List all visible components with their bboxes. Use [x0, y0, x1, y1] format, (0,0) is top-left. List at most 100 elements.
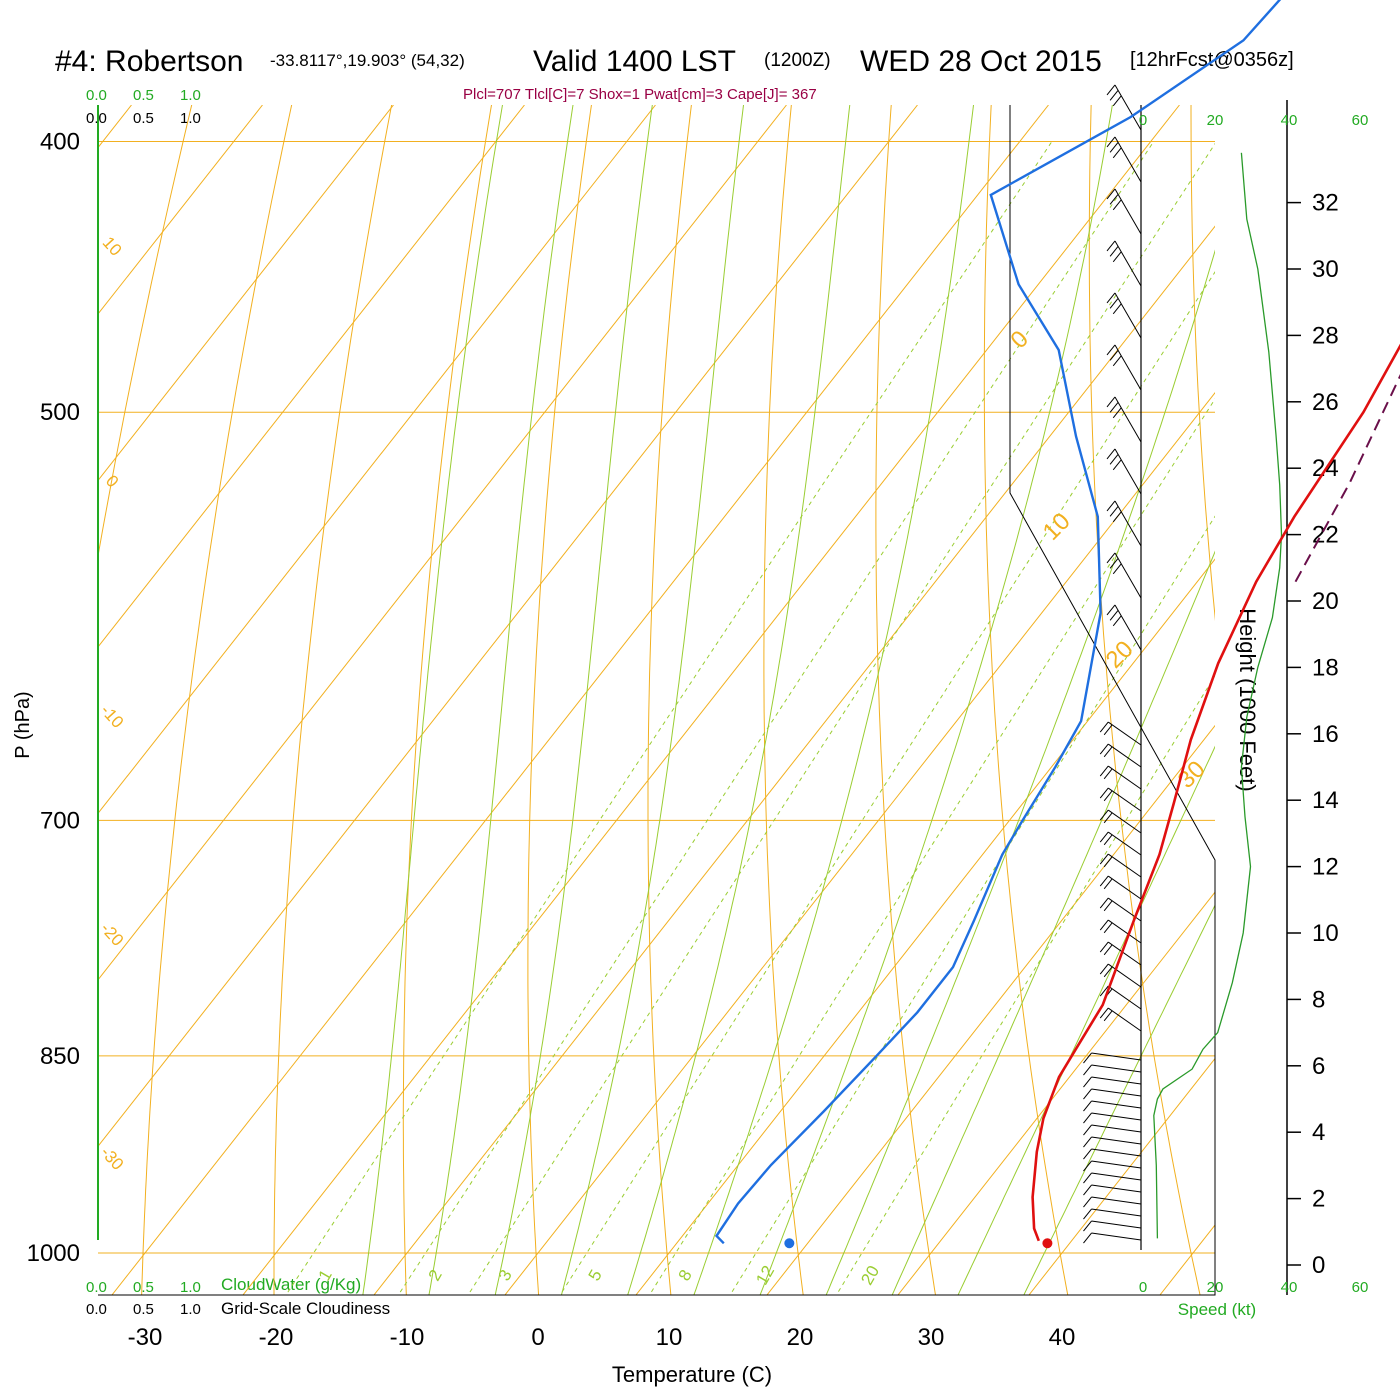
wind-barb [1106, 344, 1142, 391]
wind-barb [1083, 1136, 1142, 1148]
cloud-scale-tick: 1.0 [180, 110, 201, 127]
dry-adiabat-line [141, 105, 293, 1295]
wind-barb [1106, 84, 1142, 131]
speed-tick: 40 [1281, 1279, 1298, 1296]
height-tick-label: 8 [1312, 986, 1325, 1013]
pressure-axis: 250 300 400 500 700 850 1000 [27, 129, 80, 1267]
cloud-scale-top-green: 0.0 0.5 1.0 [86, 87, 201, 104]
dry-adiabat-line [647, 105, 692, 1295]
cloudwater-label: CloudWater (g/Kg) [221, 1275, 361, 1294]
station-title: #4: Robertson [55, 45, 243, 78]
wind-barb [1099, 919, 1142, 944]
mixing-ratio-line [835, 674, 1215, 1295]
moist-adiabat-line [1023, 904, 1215, 1295]
plot-frame [98, 105, 1216, 1296]
height-tick-label: 20 [1312, 588, 1339, 615]
temperature-tick-label: 30 [918, 1324, 945, 1351]
valid-date: WED 28 Oct 2015 [860, 45, 1102, 78]
dry-adiabat-line [875, 105, 936, 1295]
mixing-ratio-line [648, 398, 1215, 1295]
height-tick-label: 10 [1312, 920, 1339, 947]
dry-adiabat-line [983, 105, 1069, 1295]
cloud-scale-tick: 1.0 [180, 1301, 201, 1318]
wind-barb [1099, 765, 1142, 790]
cloud-scale-tick: 0.0 [86, 110, 107, 127]
wind-barb [1083, 1232, 1142, 1244]
wind-barb [1099, 875, 1142, 900]
cloud-scale-tick: 1.0 [180, 87, 201, 104]
height-tick-label: 30 [1312, 256, 1339, 283]
dry-adiabat-line [402, 105, 493, 1295]
wind-barb [1083, 1052, 1142, 1064]
wind-speed-scale-bottom: 0 20 40 60 Speed (kt) [1139, 1279, 1369, 1319]
cloud-scale-tick: 0.5 [133, 87, 154, 104]
height-tick-label: 0 [1312, 1252, 1325, 1279]
wind-barb [1106, 188, 1142, 235]
cloudiness-label: Grid-Scale Cloudiness [221, 1299, 390, 1318]
speed-tick: 0 [1139, 112, 1147, 129]
surface-temperature-point [1042, 1238, 1053, 1249]
height-tick-label: 18 [1312, 654, 1339, 681]
speed-tick: 40 [1281, 112, 1298, 129]
dry-adiabat-line [527, 105, 592, 1295]
wind-barb [1106, 500, 1142, 547]
cloud-scale-tick: 0.0 [86, 87, 107, 104]
mixing-ratio-line [397, 141, 1155, 1295]
cloud-scale-tick: 0.0 [86, 1301, 107, 1318]
height-tick-label: 2 [1312, 1186, 1325, 1213]
wind-barb [1083, 1160, 1142, 1172]
wind-barb [1083, 1184, 1142, 1196]
wind-barb [1083, 1064, 1142, 1076]
height-tick-label: 16 [1312, 721, 1339, 748]
dry-adiabat-line [1088, 105, 1201, 1295]
wind-barb [1099, 1007, 1142, 1032]
height-tick-label: 12 [1312, 854, 1339, 881]
moist-adiabat-line [957, 745, 1215, 1295]
cloud-scale-top-black: 0.0 0.5 1.0 [86, 110, 201, 127]
wind-barb [1083, 1124, 1142, 1136]
moist-adiabat-line [494, 105, 653, 1295]
mixing-ratio-line [285, 141, 1053, 1295]
cloud-scale-tick: 0.5 [133, 1301, 154, 1318]
pressure-tick-label: 850 [40, 1043, 80, 1070]
wind-barb [1083, 1220, 1142, 1232]
wind-barb [1106, 292, 1142, 339]
moist-adiabat-line [891, 550, 1215, 1295]
station-coords: -33.8117°,19.903° (54,32) [270, 51, 465, 70]
cloud-scale-tick: 0.5 [133, 110, 154, 127]
wind-speed-scale-top: 0 20 40 60 [1139, 112, 1369, 129]
temperature-tick-label: -10 [390, 1324, 425, 1351]
cloud-scale-bottom-black: 0.0 0.5 1.0 Grid-Scale Cloudiness [86, 1299, 390, 1318]
speed-tick: 60 [1352, 1279, 1369, 1296]
isotherm-line [98, 105, 656, 815]
speed-tick: 20 [1207, 112, 1224, 129]
surface-dewpoint-point [784, 1238, 795, 1249]
isotherm-line [766, 724, 1215, 1295]
wind-barb [1099, 721, 1142, 746]
moist-adiabat-line [362, 105, 503, 1295]
valid-zulu: (1200Z) [764, 50, 831, 71]
isotherm-line [98, 105, 787, 981]
moist-adiabat-line [627, 105, 851, 1295]
parcel-line [1294, 373, 1400, 583]
wind-barb [1099, 809, 1142, 834]
moist-adiabat-line [693, 105, 975, 1295]
temperature-tick-label: 0 [531, 1324, 544, 1351]
moist-adiabat-line [759, 105, 1113, 1295]
wind-barb [1083, 1148, 1142, 1160]
wind-barb [1083, 1196, 1142, 1208]
wind-barb [1099, 941, 1142, 966]
pressure-tick-label: 400 [40, 129, 80, 156]
wind-barb [1083, 1088, 1142, 1100]
thermo-background [98, 105, 1215, 1295]
speed-tick: 60 [1352, 112, 1369, 129]
wind-barb [1083, 1100, 1142, 1112]
speed-axis-label: Speed (kt) [1178, 1300, 1256, 1319]
dry-adiabat-line [763, 105, 804, 1295]
wind-barb [1099, 963, 1142, 988]
wind-barb [1083, 1208, 1142, 1220]
wind-barbs [1083, 84, 1142, 1244]
wind-barb [1106, 136, 1142, 183]
